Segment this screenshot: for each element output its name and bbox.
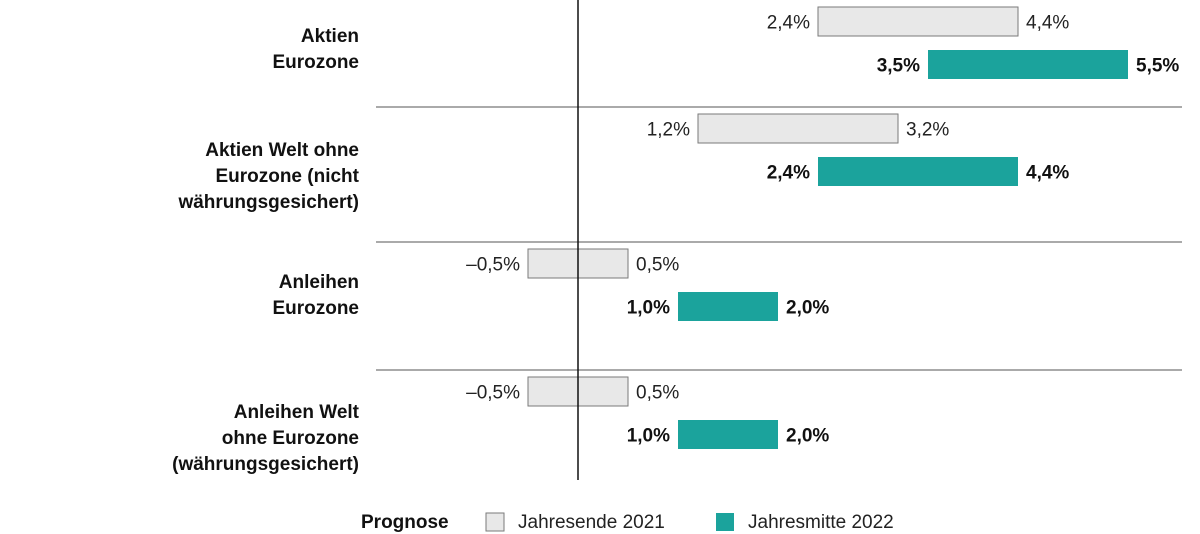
- range-bar-jahresmitte-2022: [928, 50, 1128, 79]
- category-separators: [376, 106, 1182, 371]
- value-label-low: –0,5%: [466, 255, 520, 276]
- value-label-low: 3,5%: [877, 56, 920, 77]
- range-bar-jahresmitte-2022: [818, 157, 1018, 186]
- category-label: Anleihen Welt ohne Eurozone (währungsgesic…: [172, 402, 360, 475]
- value-label-high: 5,5%: [1136, 56, 1179, 77]
- legend-swatch-jahresmitte-2022: [716, 513, 734, 531]
- value-label-high: 0,5%: [636, 255, 679, 276]
- value-label-high: 4,4%: [1026, 163, 1069, 184]
- legend-title: Prognose: [361, 512, 449, 533]
- value-label-low: –0,5%: [466, 383, 520, 404]
- value-label-high: 0,5%: [636, 383, 679, 404]
- legend-swatch-jahresende-2021: [485, 512, 505, 532]
- value-label-high: 2,0%: [786, 426, 829, 447]
- value-label-high: 2,0%: [786, 298, 829, 319]
- category-labels: Aktien Eurozone Aktien Welt ohne Eurozone (…: [172, 26, 360, 475]
- value-label-low: 2,4%: [767, 163, 810, 184]
- category-label: Anleihen Eurozone: [272, 272, 359, 319]
- value-labels: 2,4% 4,4% 1,2% 3,2% –0,5% 0,5% –0,5% 0,5% 3,5% 5,…: [466, 13, 1179, 447]
- range-bar-jahresende-2021: [697, 113, 899, 144]
- value-label-low: 1,0%: [627, 298, 670, 319]
- value-label-low: 1,2%: [647, 120, 690, 141]
- category-label: Aktien Welt ohne Eurozone (nicht währungsg…: [177, 140, 359, 213]
- legend: Prognose Jahresende 2021 Jahresmitte 202…: [361, 512, 894, 533]
- range-bar-jahresmitte-2022: [678, 420, 778, 449]
- legend-label-jahresmitte-2022: Jahresmitte 2022: [748, 512, 894, 533]
- range-bars: [527, 6, 1128, 449]
- range-bar-jahresmitte-2022: [678, 292, 778, 321]
- range-bar-jahresende-2021: [817, 6, 1019, 37]
- legend-label-jahresende-2021: Jahresende 2021: [518, 512, 665, 533]
- category-label: Aktien Eurozone: [272, 26, 359, 73]
- value-label-high: 4,4%: [1026, 13, 1069, 34]
- value-label-low: 2,4%: [767, 13, 810, 34]
- value-label-low: 1,0%: [627, 426, 670, 447]
- value-label-high: 3,2%: [906, 120, 949, 141]
